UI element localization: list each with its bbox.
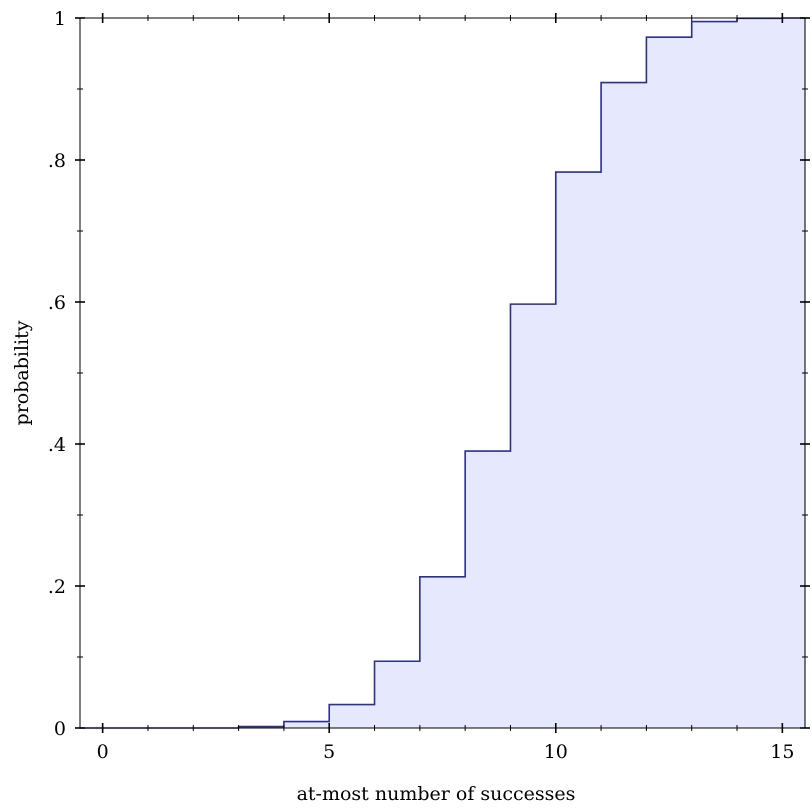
y-tick-label: .2 (48, 576, 66, 598)
x-tick-label: 5 (323, 741, 335, 763)
y-tick-label: .4 (48, 434, 66, 456)
plot-area (80, 17, 806, 729)
y-axis-title: probability (11, 320, 33, 425)
x-tick-label: 0 (97, 741, 109, 763)
y-tick-label: .6 (48, 292, 66, 314)
x-tick-label: 10 (544, 741, 568, 763)
y-tick-label: 1 (54, 8, 66, 30)
y-tick-label: 0 (54, 718, 66, 740)
axes: 0 5 10 15 0 .2 .4 .6 .8 1 (48, 8, 810, 763)
x-tick-label: 15 (770, 741, 794, 763)
y-tick-label: .8 (48, 150, 66, 172)
x-axis-title: at-most number of successes (297, 783, 576, 805)
cdf-area-fill (80, 18, 805, 728)
